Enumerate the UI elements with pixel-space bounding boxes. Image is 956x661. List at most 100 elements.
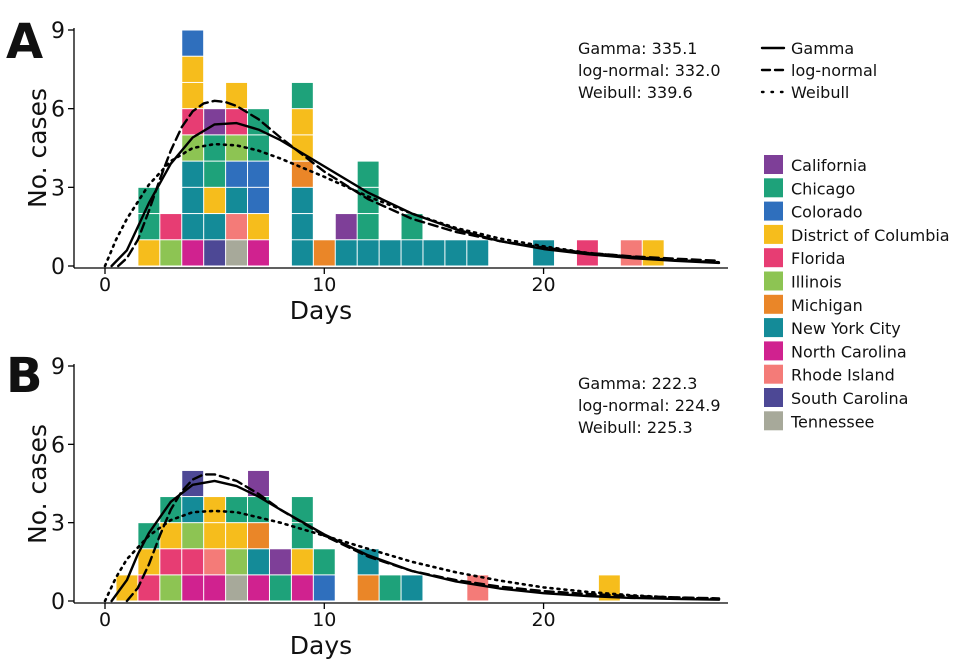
bar-segment [160, 523, 182, 549]
bar-segment [379, 240, 401, 266]
bar-segment [204, 109, 226, 135]
bar-segment [226, 135, 248, 161]
legend-state-label: New York City [791, 319, 901, 338]
bar-segment [248, 575, 269, 601]
fitted-curves [103, 99, 721, 268]
y-axis-label: No. cases [23, 424, 52, 544]
bar-segment [313, 549, 335, 575]
bar-segment [357, 549, 379, 575]
curve-legend: Gamma log-normal Weibull [760, 39, 877, 102]
legend-state-label: Michigan [791, 296, 863, 315]
bar-segment [226, 240, 248, 266]
fit-stat: Weibull: 339.6 [578, 83, 693, 102]
bar-segment [620, 240, 642, 266]
bar-segment [182, 549, 204, 575]
bar-segment [204, 135, 226, 161]
bar-segment [445, 240, 467, 266]
bar-segment [182, 240, 204, 266]
chart-panels: 0 3 6 9 0 10 20 Days No. cases A Gamma: 335.1 log-n… [6, 14, 728, 660]
legend-state-label: Rhode Island [791, 366, 895, 385]
legend-state-label: North Carolina [791, 342, 907, 361]
bar-segment [248, 549, 269, 575]
bar-segment [204, 497, 226, 523]
legend-state-label: Chicago [791, 179, 855, 198]
bar-segment [160, 214, 182, 240]
x-axis-label: Days [290, 296, 352, 325]
legend-swatch [764, 364, 783, 384]
bar-segment [204, 575, 226, 601]
bar-segment [226, 497, 248, 523]
legend-state-label: Florida [791, 249, 845, 268]
legend-swatch [764, 155, 783, 174]
legend-swatch [764, 271, 783, 291]
legend-line-label: Gamma [791, 39, 854, 58]
bar-segment [313, 240, 335, 266]
y-tick-label: 3 [51, 176, 65, 201]
y-tick-label: 9 [51, 19, 65, 44]
legend-state-label: District of Columbia [791, 226, 950, 245]
y-tick-label: 6 [51, 433, 65, 458]
x-tick-label: 20 [531, 609, 555, 631]
bar-segment [182, 161, 204, 187]
bar-segment [160, 575, 182, 601]
legend-state-label: Illinois [791, 273, 842, 292]
bar-segment [226, 575, 248, 601]
fit-stats: Gamma: 222.3 log-normal: 224.9 Weibull: 22… [578, 374, 721, 437]
curve-weibull [103, 142, 721, 268]
legend-swatch [764, 248, 783, 268]
y-tick-label: 0 [51, 590, 65, 615]
bar-segment [467, 240, 489, 266]
y-tick-label: 9 [51, 355, 65, 380]
fit-stat: Gamma: 222.3 [578, 374, 697, 393]
bar-segment [226, 187, 248, 214]
panel-letter: B [6, 348, 43, 404]
bar-segment [138, 240, 160, 266]
bar-segment [313, 575, 335, 601]
legend-swatch [764, 388, 783, 407]
bar-segment [248, 187, 269, 214]
fit-stat: Weibull: 225.3 [578, 418, 693, 437]
x-axis-label: Days [290, 631, 352, 660]
bar-segment [357, 240, 379, 266]
bar-segment [379, 575, 401, 601]
state-legend: California Chicago Colorado District of Col… [764, 155, 950, 431]
bar-segment [357, 214, 379, 240]
bar-segment [248, 523, 269, 549]
panel-letter: A [6, 14, 43, 70]
bar-segment [357, 161, 379, 187]
bar-segment [182, 523, 204, 549]
bar-segment [291, 549, 313, 575]
bar-segment [269, 549, 291, 575]
bar-segment [182, 56, 204, 82]
fit-stats: Gamma: 335.1 log-normal: 332.0 Weibull: 33… [578, 39, 721, 102]
axes: 0 3 6 9 0 10 20 Days No. cases [23, 19, 728, 325]
bar-segment [291, 109, 313, 135]
bar-segment [226, 161, 248, 187]
bar-segment [248, 240, 269, 266]
y-tick-label: 0 [51, 255, 65, 280]
bar-segment [160, 240, 182, 266]
bar-segment [248, 214, 269, 240]
x-tick-label: 0 [99, 609, 111, 631]
bar-segment [204, 523, 226, 549]
bar-segment [182, 497, 204, 523]
fitted-curves [103, 473, 721, 603]
legend-swatch [764, 341, 783, 361]
bar-segment [226, 523, 248, 549]
legend-line-label: Weibull [791, 83, 849, 102]
axes: 0 3 6 9 0 10 20 Days No. cases [23, 355, 728, 660]
x-tick-label: 20 [531, 274, 555, 296]
bar-segment [182, 82, 204, 109]
legend-swatch [764, 294, 783, 314]
bar-segment [138, 214, 160, 240]
bar-segment [291, 82, 313, 109]
bar-segment [226, 214, 248, 240]
bars [116, 470, 620, 601]
legend-swatch [764, 224, 783, 244]
bar-segment [204, 161, 226, 187]
bar-segment [138, 575, 160, 601]
bar-segment [204, 549, 226, 575]
bar-segment [204, 187, 226, 214]
bar-segment [401, 575, 423, 601]
x-tick-label: 10 [312, 274, 336, 296]
